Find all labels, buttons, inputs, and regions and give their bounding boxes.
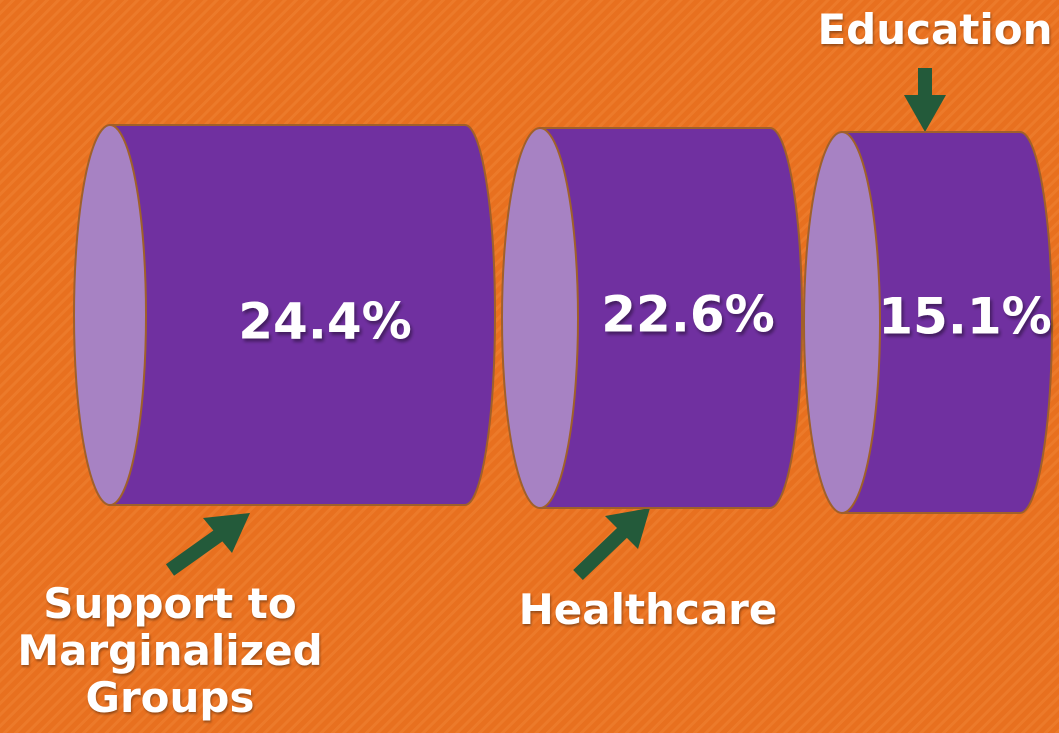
cylinder-body [109,124,496,506]
category-label: Healthcare [518,585,778,634]
arrow [165,527,227,576]
cylinder-face [73,124,147,506]
arrow-head [605,508,650,549]
cylinder-face [803,131,881,514]
value-label: 15.1% [878,288,1051,346]
value-label: 24.4% [238,293,411,351]
cylinder-body [539,127,803,509]
cylinder-face [501,127,579,509]
arrows [165,68,946,581]
arrow-head [904,95,946,132]
cylinder-body [841,131,1053,514]
arrow [573,524,630,581]
category-label: Education [817,5,1053,54]
category-label: Support to Marginalized Groups [17,579,323,722]
value-label: 22.6% [601,286,774,344]
arrow-head [203,513,250,553]
